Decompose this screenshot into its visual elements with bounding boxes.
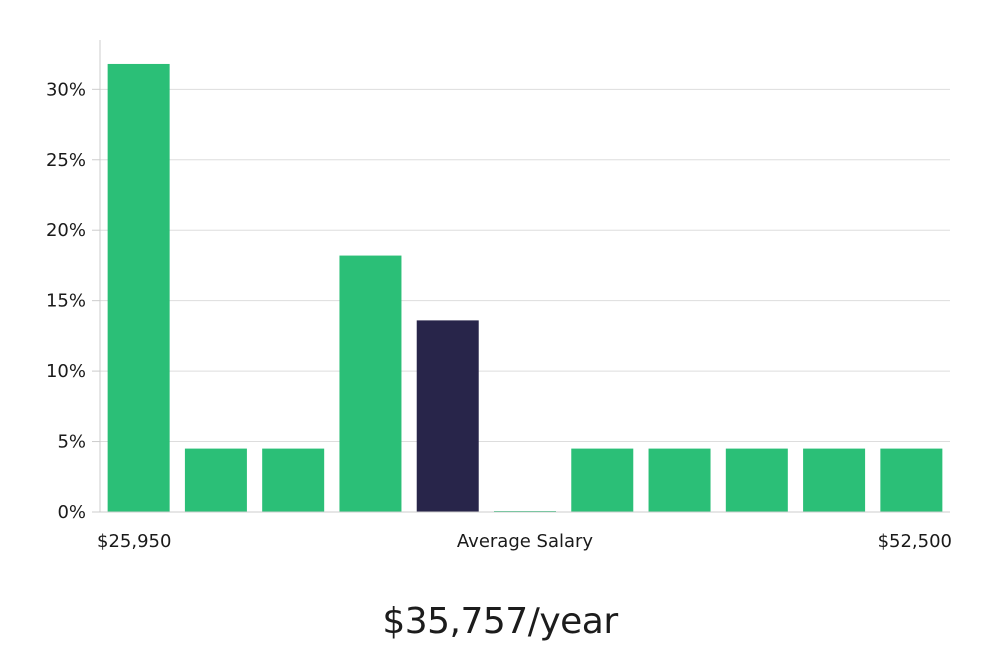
bar	[184, 448, 247, 512]
y-tick-label: 30%	[46, 79, 86, 100]
bar	[803, 448, 866, 512]
bar	[262, 448, 325, 512]
bar	[880, 448, 943, 512]
y-tick-label: 10%	[46, 361, 86, 382]
y-tick-label: 5%	[57, 432, 86, 453]
y-tick-label: 0%	[57, 502, 86, 523]
bar	[571, 448, 634, 512]
bars	[107, 63, 943, 513]
x-axis-min-label: $25,950	[97, 531, 171, 552]
y-tick-label: 15%	[46, 291, 86, 312]
bar	[725, 448, 788, 512]
bar	[648, 448, 711, 512]
bar-highlighted	[416, 320, 479, 512]
x-axis-max-label: $52,500	[878, 531, 952, 552]
x-axis-title: Average Salary	[457, 531, 594, 552]
y-tick-label: 25%	[46, 150, 86, 171]
salary-histogram: 0% 5% 10% 15% 20% 25% 30% $25,950 Average Sala…	[46, 40, 952, 552]
average-salary: $35,757/year	[382, 601, 618, 642]
bar	[339, 255, 402, 513]
y-axis-ticks: 0% 5% 10% 15% 20% 25% 30%	[46, 79, 100, 523]
gridlines	[100, 88, 950, 443]
y-tick-label: 20%	[46, 220, 86, 241]
bar	[107, 63, 170, 512]
